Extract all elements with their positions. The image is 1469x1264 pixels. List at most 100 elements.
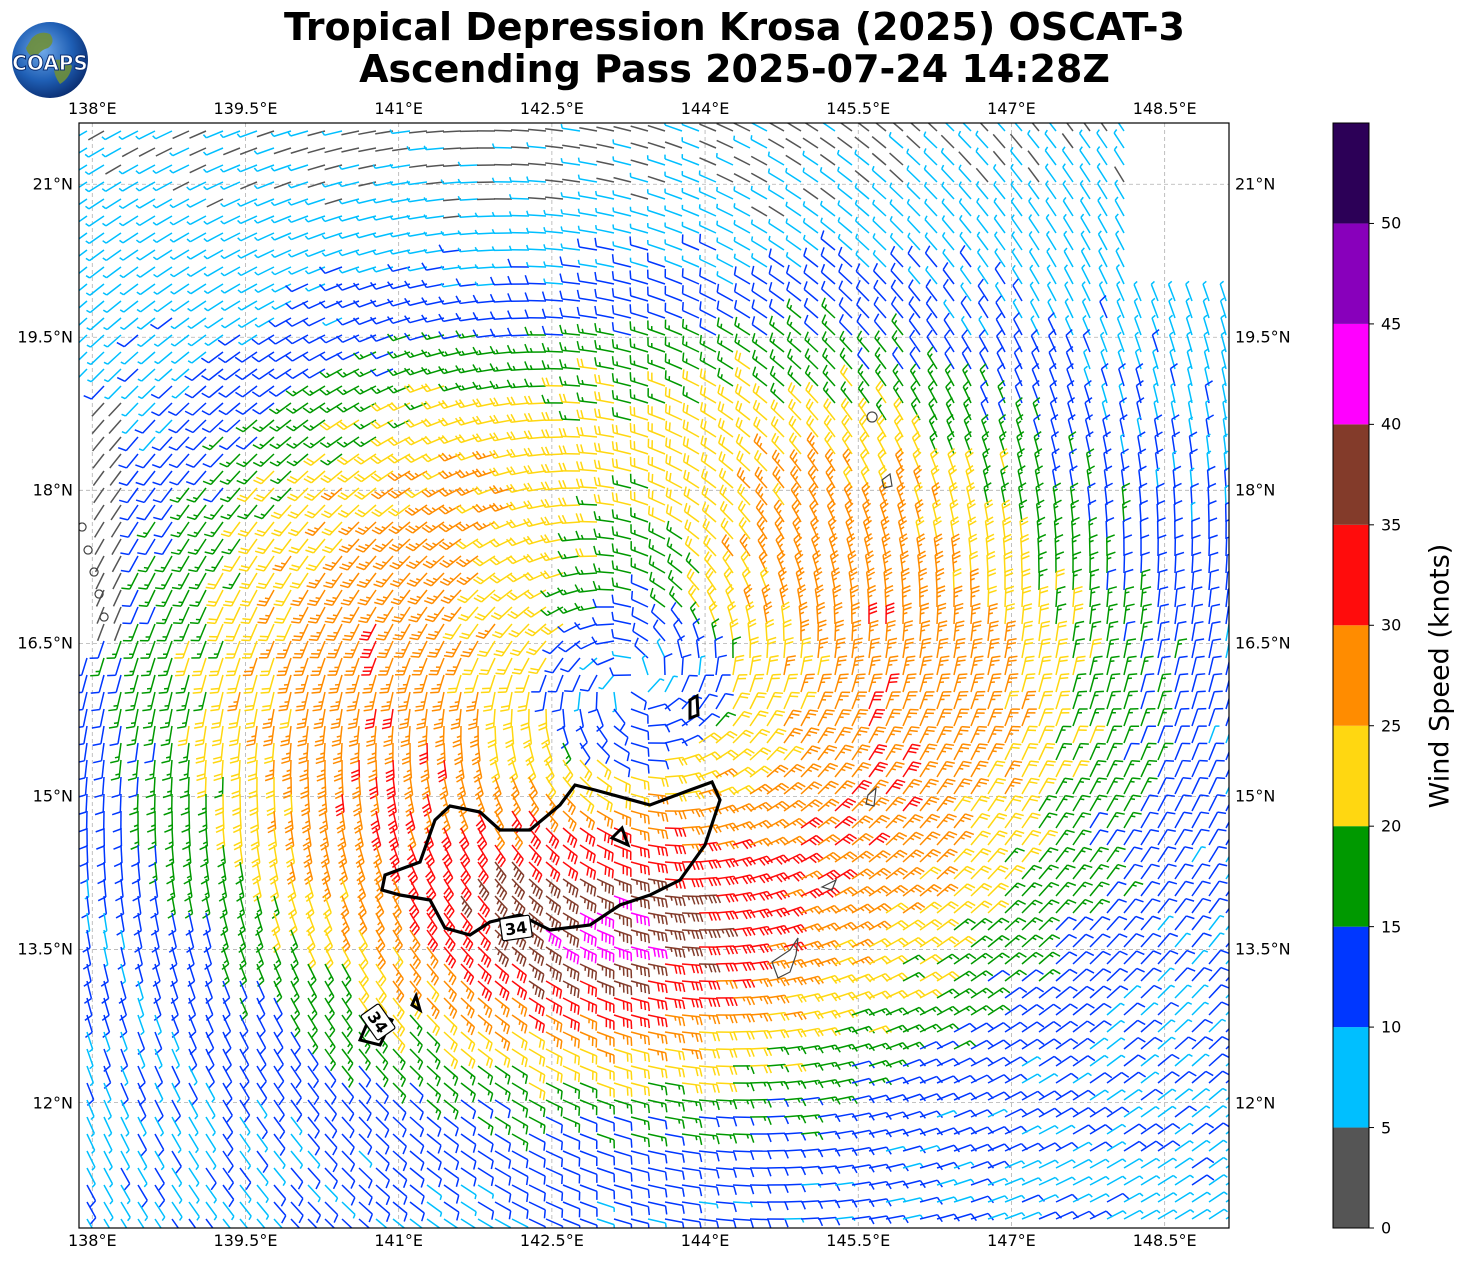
colorbar-tick: 40 [1381,414,1402,434]
wind-barb [1096,129,1108,149]
wind-barb [595,190,615,200]
wind-barb [664,171,683,183]
wind-barb [577,157,598,166]
lat-tick-left: 19.5°N [17,327,73,347]
wind-barb [443,215,462,219]
wind-barb [579,144,598,149]
wind-barb [715,153,734,166]
wind-barb [423,145,445,151]
wind-barb [526,176,547,183]
wind-barb [976,214,989,234]
wind-barb [545,128,564,132]
wind-barb [372,164,394,170]
wind-barb [975,130,989,149]
colorbar-bin-8 [1333,323,1369,425]
wind-barb [307,181,326,189]
wind-barb [169,232,190,243]
wind-barb [287,164,309,172]
wind-barb [409,164,428,169]
wind-barb [491,228,513,234]
wind-barb [338,164,360,170]
wind-barb [203,181,224,191]
wind-barb [152,130,173,140]
wind-barb [545,196,564,200]
colorbar-tick: 15 [1381,917,1402,937]
wind-barb [169,147,190,157]
wind-barb [1114,196,1125,217]
wind-barb [491,143,513,149]
wind-barb [136,249,156,261]
wind-barb [304,215,326,223]
coaps-logo: COAPS [12,22,88,98]
wind-barb [240,181,258,190]
wind-barb [941,164,955,183]
wind-barb [872,199,887,217]
wind-barb [560,192,581,200]
colorbar-bin-10 [1333,123,1369,224]
wind-barb [253,147,275,155]
wind-barb [1097,213,1108,234]
colorbar-tick: 5 [1381,1118,1392,1138]
wind-barb [750,123,768,132]
lon-tick-top: 148.5°E [1132,99,1197,118]
lat-tick-left: 15°N [32,786,73,806]
colorbar-label: Wind Speed (knots) [1424,543,1456,809]
wind-barb [629,223,649,234]
wind-barb [560,226,581,234]
wind-barb [152,181,173,192]
colorbar-bin-6 [1333,524,1369,626]
wind-barb [821,123,836,132]
wind-barb [85,232,105,245]
wind-barb [491,211,513,217]
wind-barb [733,156,751,166]
wind-barb [270,198,292,207]
wind-barb [527,196,547,200]
wind-barb [647,175,666,183]
wind-barb [579,126,598,132]
lon-tick-top: 142.5°E [519,99,584,118]
lat-tick-left: 18°N [32,480,73,500]
wind-barb [646,223,666,234]
wind-barb [526,142,547,149]
wind-barb [733,186,751,200]
wind-barb [889,199,904,217]
wind-barb [595,207,615,217]
wind-barb [768,123,785,132]
wind-barb [802,201,819,217]
wind-barb [1044,146,1057,166]
wind-barb [750,155,768,166]
wind-barb [1044,163,1057,183]
wind-barb [426,164,445,168]
wind-barb [767,151,785,166]
wind-barb [647,141,666,149]
wind-barb [389,163,411,169]
colorbar-bin-7 [1333,424,1369,525]
wind-barb [854,169,870,183]
wind-barb [941,215,955,234]
wind-barb [457,178,479,184]
wind-barb [135,232,156,244]
wind-barb [577,174,598,183]
wind-barb [406,197,428,203]
wind-barb [219,164,241,173]
lat-tick-right: 15°N [1235,786,1276,806]
wind-barb [837,136,853,149]
wind-barb [1079,163,1091,183]
wind-barb [375,147,394,152]
wind-barb [119,232,139,244]
wind-barb [664,222,683,234]
wind-barb [189,130,207,139]
lon-tick-bottom: 147°E [987,1231,1036,1250]
wind-barb [508,176,530,183]
wind-barb [321,181,343,188]
lon-tick-top: 141°E [374,99,423,118]
wind-barb [716,123,734,132]
colorbar-bin-9 [1333,223,1369,324]
wind-barb [121,147,139,158]
wind-barb [629,206,649,217]
wind-barb [733,173,751,183]
wind-barb [203,164,224,174]
wind-barb [802,188,819,200]
colorbar-bin-3 [1333,826,1369,927]
wind-barb [169,215,190,226]
